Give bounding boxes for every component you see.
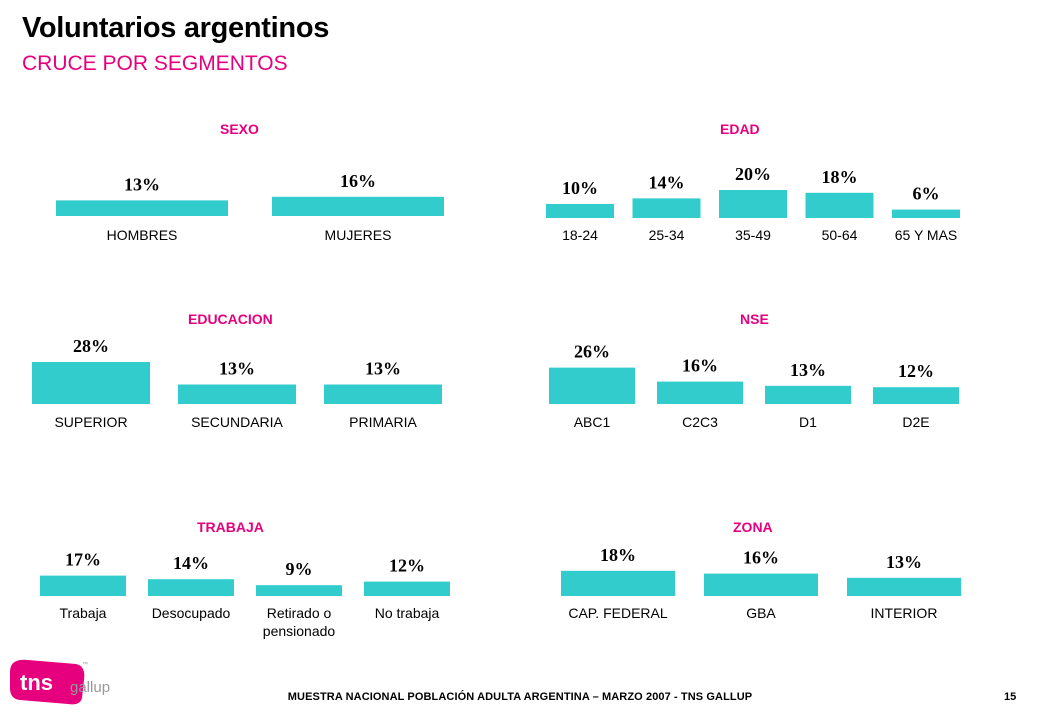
logo-tns-text: tns	[20, 670, 53, 695]
footer-note: MUESTRA NACIONAL POBLACIÓN ADULTA ARGENT…	[287, 691, 753, 703]
chart-title-zona: ZONA	[733, 519, 773, 535]
bar-trabaja-0	[40, 575, 126, 596]
value-label-edad-3: 18%	[822, 167, 858, 187]
category-label-sexo-0: HOMBRES	[107, 227, 178, 243]
bar-sexo-0	[56, 200, 228, 216]
bar-trabaja-2	[256, 585, 342, 596]
bar-nse-1	[657, 381, 743, 404]
chart-title-nse: NSE	[740, 311, 769, 327]
value-label-trabaja-2: 9%	[286, 559, 313, 579]
page-title: Voluntarios argentinos	[22, 12, 330, 44]
chart-zona: 18% CAP. FEDERAL 16% GBA 13% INTERIOR	[561, 545, 961, 621]
chart-panel-educacion: EDUCACION 28% SUPERIOR 13% SECUNDARIA 13% PRI…	[25, 300, 445, 450]
chart-educacion: 28% SUPERIOR 13% SECUNDARIA 13% PRIMARIA	[32, 336, 442, 430]
chart-title-edad: EDAD	[720, 121, 760, 137]
category-label-zona-1: GBA	[746, 605, 776, 621]
chart-title-educacion: EDUCACION	[188, 311, 273, 327]
value-label-zona-1: 16%	[743, 548, 779, 568]
value-label-edad-2: 20%	[735, 164, 771, 184]
bar-educacion-0	[32, 362, 150, 404]
chart-panel-zona: ZONA 18% CAP. FEDERAL 16% GBA 13% INTERIOR	[555, 510, 995, 660]
category-label-edad-2: 35-49	[735, 227, 771, 243]
bar-educacion-2	[324, 384, 442, 404]
category-label-edad-1: 25-34	[649, 227, 685, 243]
bar-edad-4	[892, 209, 960, 218]
bar-nse-3	[873, 387, 959, 404]
bar-nse-0	[549, 367, 635, 404]
value-label-nse-0: 26%	[574, 342, 610, 362]
value-label-zona-2: 13%	[886, 552, 922, 572]
category-label-trabaja-3: No trabaja	[375, 605, 440, 621]
logo-tm-text: ™	[82, 661, 88, 668]
value-label-nse-3: 12%	[898, 361, 934, 381]
chart-trabaja: 17% Trabaja 14% Desocupado 9% Retirado o pensi…	[40, 550, 450, 639]
value-label-educacion-0: 28%	[73, 336, 109, 356]
value-label-edad-0: 10%	[562, 178, 598, 198]
category-label-nse-3: D2E	[902, 414, 929, 430]
page-number: 15	[1004, 691, 1017, 703]
value-label-nse-2: 13%	[790, 360, 826, 380]
chart-panel-edad: EDAD 10% 18-24 14% 25-34 20% 35-49 18% 50-64 6% 6…	[535, 110, 975, 260]
category-label-zona-0: CAP. FEDERAL	[568, 605, 668, 621]
tns-gallup-logo: tns ™ gallup	[10, 659, 110, 705]
value-label-edad-1: 14%	[649, 172, 685, 192]
value-label-nse-1: 16%	[682, 356, 718, 376]
value-label-zona-0: 18%	[600, 545, 636, 565]
chart-panel-nse: NSE 26% ABC1 16% C2C3 13% D1 12% D2E	[540, 300, 980, 450]
category-label-nse-1: C2C3	[682, 414, 718, 430]
category-label-educacion-1: SECUNDARIA	[191, 414, 283, 430]
category-label-edad-0: 18-24	[562, 227, 598, 243]
chart-title-trabaja: TRABAJA	[197, 519, 264, 535]
value-label-educacion-1: 13%	[219, 359, 255, 379]
category-label-sexo-1: MUJERES	[325, 227, 392, 243]
chart-edad: 10% 18-24 14% 25-34 20% 35-49 18% 50-64 6% 65 Y M…	[546, 164, 960, 243]
bar-nse-2	[765, 385, 851, 404]
bar-sexo-1	[272, 196, 444, 216]
category-label-educacion-0: SUPERIOR	[54, 414, 127, 430]
bar-trabaja-1	[148, 579, 234, 596]
bar-trabaja-3	[364, 581, 450, 596]
logo-gallup-text: gallup	[70, 679, 110, 696]
chart-panel-trabaja: TRABAJA 17% Trabaja 14% Desocupado 9% Retirad…	[35, 510, 475, 680]
category-label-trabaja-0: Trabaja	[60, 605, 107, 621]
bar-edad-1	[632, 198, 701, 218]
bar-zona-1	[704, 573, 818, 596]
value-label-edad-4: 6%	[913, 184, 940, 204]
bar-edad-0	[546, 204, 614, 218]
page-subtitle: CRUCE POR SEGMENTOS	[22, 52, 288, 75]
category-label-educacion-2: PRIMARIA	[349, 414, 417, 430]
value-label-sexo-0: 13%	[124, 174, 160, 194]
chart-sexo: 13% HOMBRES 16% MUJERES	[56, 171, 444, 243]
value-label-trabaja-1: 14%	[173, 553, 209, 573]
category-label-nse-2: D1	[799, 414, 817, 430]
category-label-trabaja-2: Retirado o pensionado	[263, 605, 336, 639]
chart-title-sexo: SEXO	[220, 121, 259, 137]
bar-zona-0	[561, 570, 675, 596]
value-label-sexo-1: 16%	[340, 171, 376, 191]
bar-edad-2	[719, 190, 787, 218]
chart-nse: 26% ABC1 16% C2C3 13% D1 12% D2E	[549, 342, 959, 430]
value-label-educacion-2: 13%	[365, 359, 401, 379]
category-label-nse-0: ABC1	[574, 414, 611, 430]
category-label-trabaja-1: Desocupado	[152, 605, 231, 621]
logo-badge	[10, 659, 85, 705]
bar-zona-2	[847, 577, 961, 596]
bar-edad-3	[805, 192, 874, 218]
category-label-edad-4: 65 Y MAS	[895, 227, 958, 243]
value-label-trabaja-0: 17%	[65, 550, 101, 570]
category-label-zona-2: INTERIOR	[871, 605, 938, 621]
value-label-trabaja-3: 12%	[389, 556, 425, 576]
chart-panel-sexo: SEXO 13% HOMBRES 16% MUJERES	[40, 110, 460, 260]
category-label-edad-3: 50-64	[822, 227, 858, 243]
bar-educacion-1	[178, 384, 296, 404]
